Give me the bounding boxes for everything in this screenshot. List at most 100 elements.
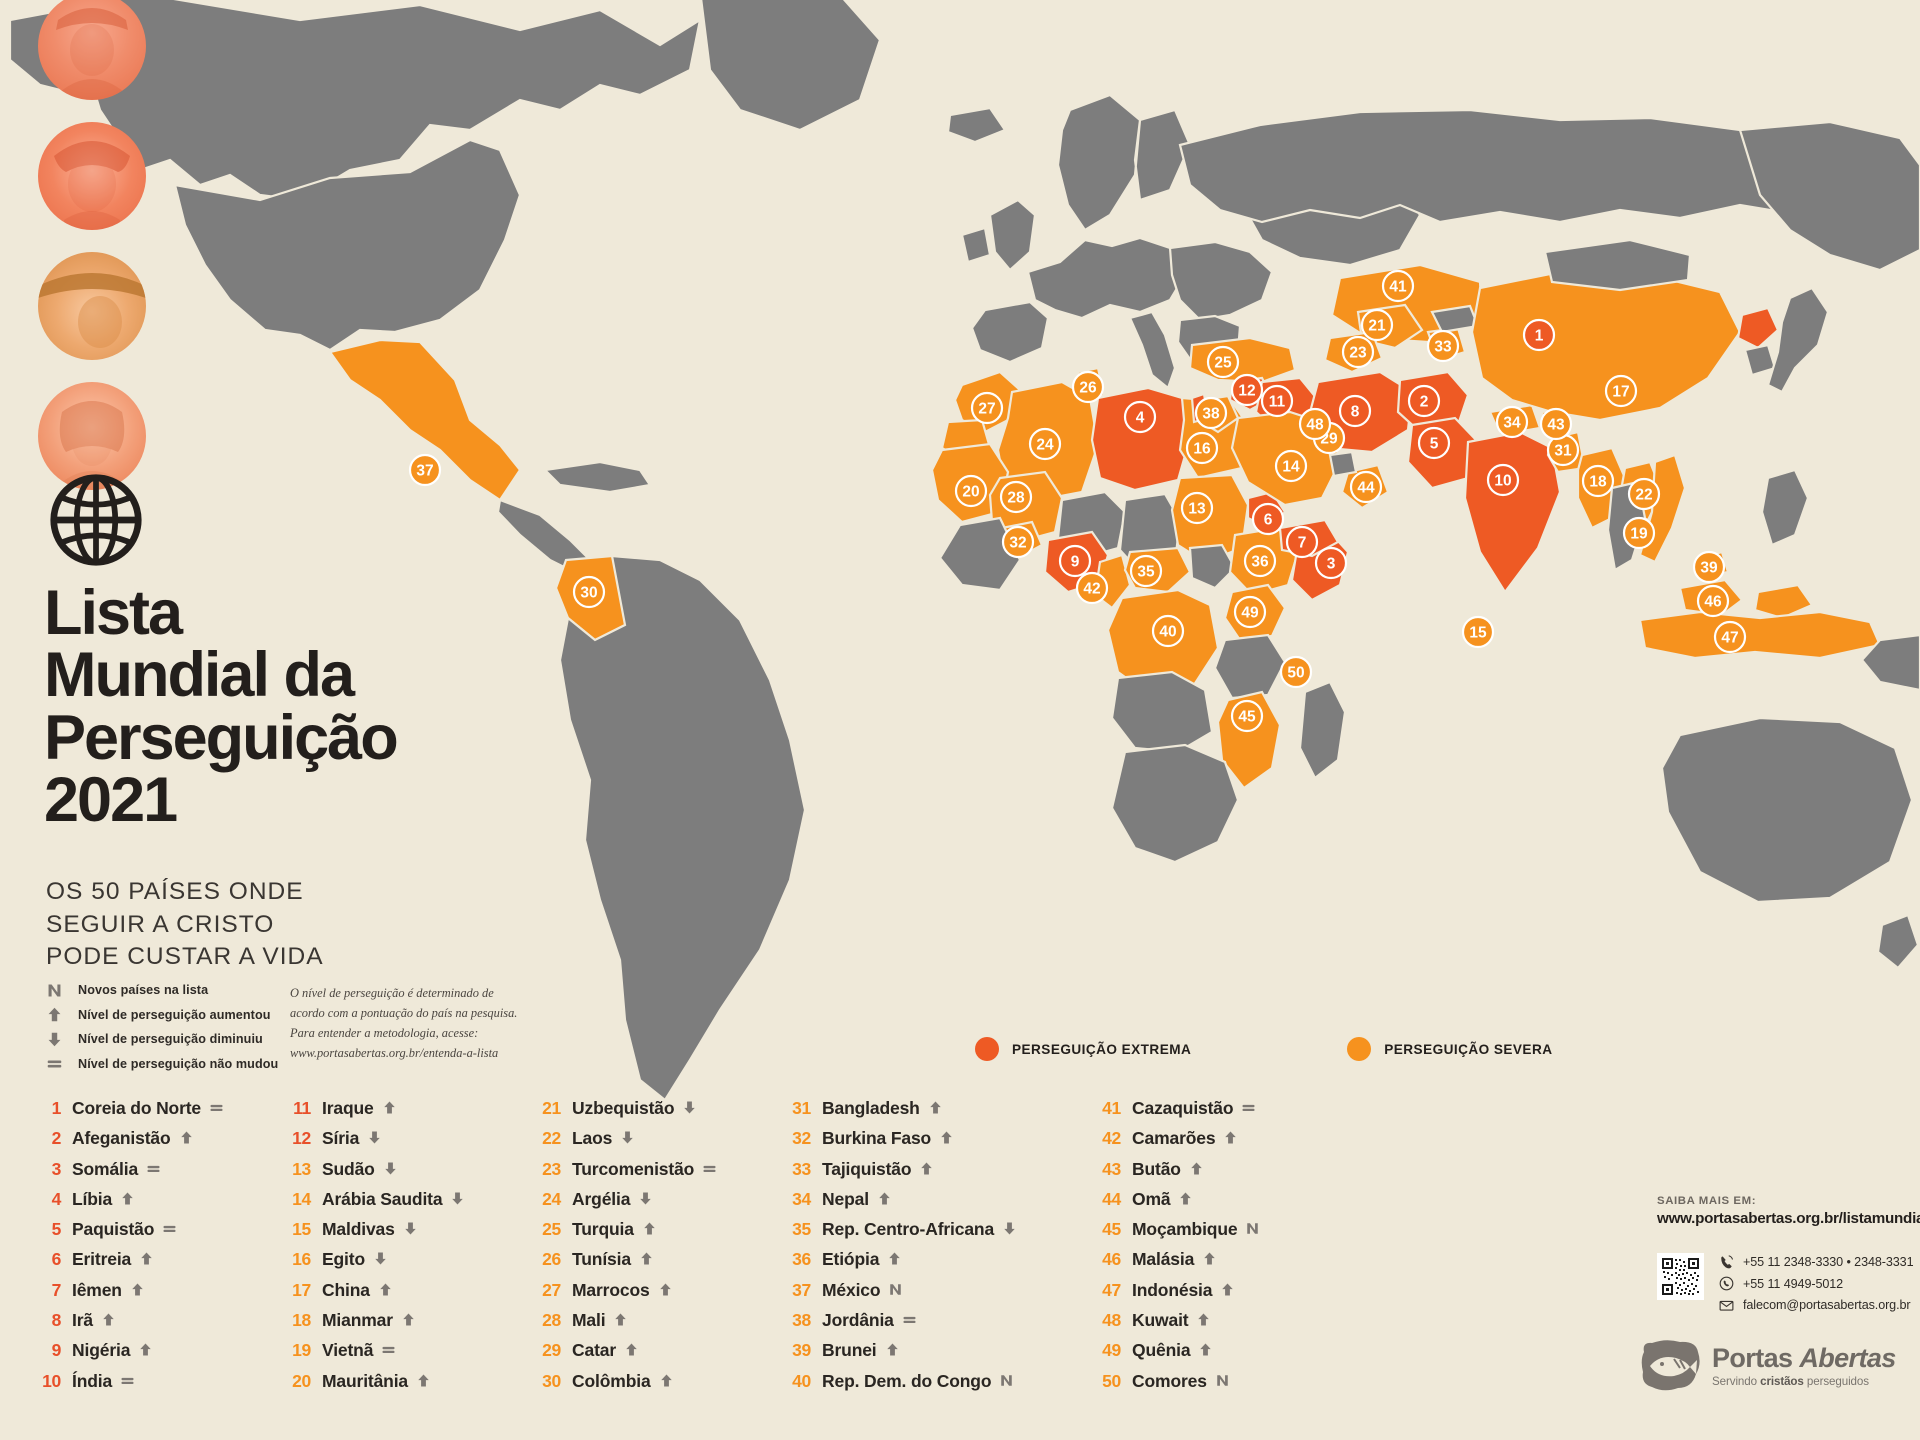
country-name: Irã	[72, 1310, 93, 1331]
country-russia-east	[1738, 120, 1920, 272]
change-legend-label: Novos países na lista	[78, 983, 209, 998]
country-iceland	[946, 106, 1007, 144]
map-marker-label: 48	[1306, 417, 1324, 434]
country-rank: 9	[51, 1340, 62, 1361]
map-marker-label: 39	[1700, 560, 1718, 577]
map-marker-12: 12	[1230, 373, 1264, 407]
map-marker-38: 38	[1194, 396, 1228, 430]
country-rank: 12	[292, 1128, 311, 1149]
country-row: 21 Uzbequistão	[540, 1098, 790, 1128]
arrow-up-icon	[130, 1282, 145, 1297]
map-marker-47: 47	[1713, 620, 1747, 654]
country-name: Mianmar	[322, 1310, 393, 1331]
country-name: Uzbequistão	[572, 1098, 675, 1118]
equals-icon	[209, 1100, 224, 1115]
country-rank: 39	[792, 1340, 811, 1361]
map-marker-28: 28	[999, 480, 1033, 514]
country-row: 5 Paquistão	[40, 1219, 290, 1249]
country-name: Omã	[1132, 1188, 1171, 1209]
country-rank: 13	[292, 1158, 311, 1179]
arrow-up-icon	[382, 1100, 397, 1115]
country-eastern-europe	[1168, 240, 1274, 322]
equals-icon	[902, 1312, 917, 1327]
country-uae	[1328, 450, 1358, 478]
logo-wordmark: Portas Abertas	[1712, 1344, 1896, 1372]
country-row: 18 Mianmar	[290, 1310, 540, 1340]
method-line-1: O nível de perseguição é determinado de	[290, 986, 494, 1000]
map-marker-16: 16	[1185, 431, 1219, 465]
country-name: Índia	[72, 1370, 113, 1391]
map-marker-label: 35	[1137, 564, 1155, 581]
contact-line[interactable]: +55 11 2348-3330 • 2348-3331	[1718, 1254, 1914, 1270]
arrow-up-icon	[613, 1312, 628, 1327]
country-rank: 14	[292, 1188, 311, 1209]
country-rank: 24	[542, 1188, 561, 1209]
map-marker-label: 38	[1202, 406, 1220, 423]
method-line-2: acordo com a pontuação do país na pesqui…	[290, 1006, 518, 1021]
change-legend-row: Novos países na lista	[46, 978, 296, 1003]
learn-more-block: SAIBA MAIS EM: www.portasabertas.org.br/…	[1657, 1195, 1920, 1227]
country-australia	[1660, 716, 1914, 904]
country-rank: 33	[792, 1158, 811, 1179]
map-marker-24: 24	[1028, 427, 1062, 461]
portrait-photo-strip	[38, 0, 158, 512]
map-marker-48: 48	[1298, 407, 1332, 441]
method-line-url[interactable]: www.portasabertas.org.br/entenda-a-lista	[290, 1046, 499, 1061]
change-legend-row: Nível de perseguição não mudou	[46, 1052, 296, 1077]
country-rank: 17	[292, 1279, 311, 1300]
arrow-down-icon	[682, 1100, 697, 1115]
contact-block: +55 11 2348-3330 • 2348-3331 +55 11 4949-…	[1657, 1253, 1914, 1313]
country-rank: 27	[542, 1279, 561, 1300]
map-marker-label: 33	[1434, 339, 1452, 356]
map-marker-label: 1	[1535, 328, 1544, 345]
country-name: Rep. Centro-Africana	[822, 1219, 995, 1240]
arrow-up-icon	[877, 1191, 892, 1206]
country-italy	[1128, 310, 1177, 390]
country-rank: 11	[293, 1098, 311, 1118]
contact-line[interactable]: +55 11 4949-5012	[1718, 1276, 1914, 1292]
method-line-3: Para entender a metodologia, acesse:	[290, 1026, 479, 1041]
map-marker-label: 25	[1214, 355, 1232, 372]
country-india	[1463, 430, 1562, 594]
country-philippines	[1760, 468, 1810, 547]
map-marker-4: 4	[1123, 400, 1157, 434]
change-legend-row: Nível de perseguição aumentou	[46, 1003, 296, 1028]
equals-icon	[46, 1055, 78, 1072]
country-row: 15 Maldivas	[290, 1219, 540, 1249]
country-name: Laos	[572, 1128, 613, 1149]
country-rank: 16	[292, 1249, 311, 1270]
title-line-3: Perseguição	[44, 702, 399, 773]
map-marker-31: 31	[1546, 433, 1580, 467]
map-marker-3: 3	[1314, 546, 1348, 580]
country-name: Malásia	[1132, 1249, 1195, 1270]
contact-line[interactable]: falecom@portasabertas.org.br	[1718, 1297, 1914, 1313]
country-row: 44 Omã	[1100, 1189, 1350, 1219]
country-name: Líbia	[72, 1188, 113, 1209]
map-marker-label: 21	[1368, 318, 1386, 335]
country-name: Argélia	[572, 1188, 631, 1209]
map-marker-42: 42	[1075, 571, 1109, 605]
country-rank: 50	[1102, 1370, 1121, 1391]
country-name: Tunísia	[572, 1249, 631, 1270]
map-marker-label: 18	[1589, 474, 1607, 491]
country-russia-main	[1178, 108, 1902, 224]
country-caribbean	[542, 460, 652, 494]
title-line-2: Mundial da	[44, 640, 355, 711]
arrow-up-icon	[1202, 1251, 1217, 1266]
country-column-4: 31 Bangladesh 32 Burkina Faso 33 Tajiquistão 3…	[790, 1098, 1100, 1401]
country-rank: 47	[1102, 1279, 1121, 1300]
map-marker-13: 13	[1180, 491, 1214, 525]
arrow-up-icon	[658, 1282, 673, 1297]
qr-code-icon[interactable]	[1657, 1253, 1704, 1300]
country-row: 40 Rep. Dem. do Congo	[790, 1371, 1100, 1401]
new-country-icon	[999, 1373, 1014, 1388]
change-legend: Novos países na lista Nível de perseguiçã…	[46, 978, 296, 1076]
map-marker-label: 22	[1635, 487, 1652, 504]
email-icon	[1718, 1297, 1734, 1313]
map-marker-label: 8	[1351, 404, 1360, 421]
country-southsudan	[1188, 543, 1237, 590]
arrow-down-icon	[1002, 1221, 1017, 1236]
country-rank: 43	[1102, 1158, 1121, 1179]
country-rank: 21	[542, 1098, 561, 1118]
learn-more-url[interactable]: www.portasabertas.org.br/listamundial	[1657, 1210, 1920, 1227]
